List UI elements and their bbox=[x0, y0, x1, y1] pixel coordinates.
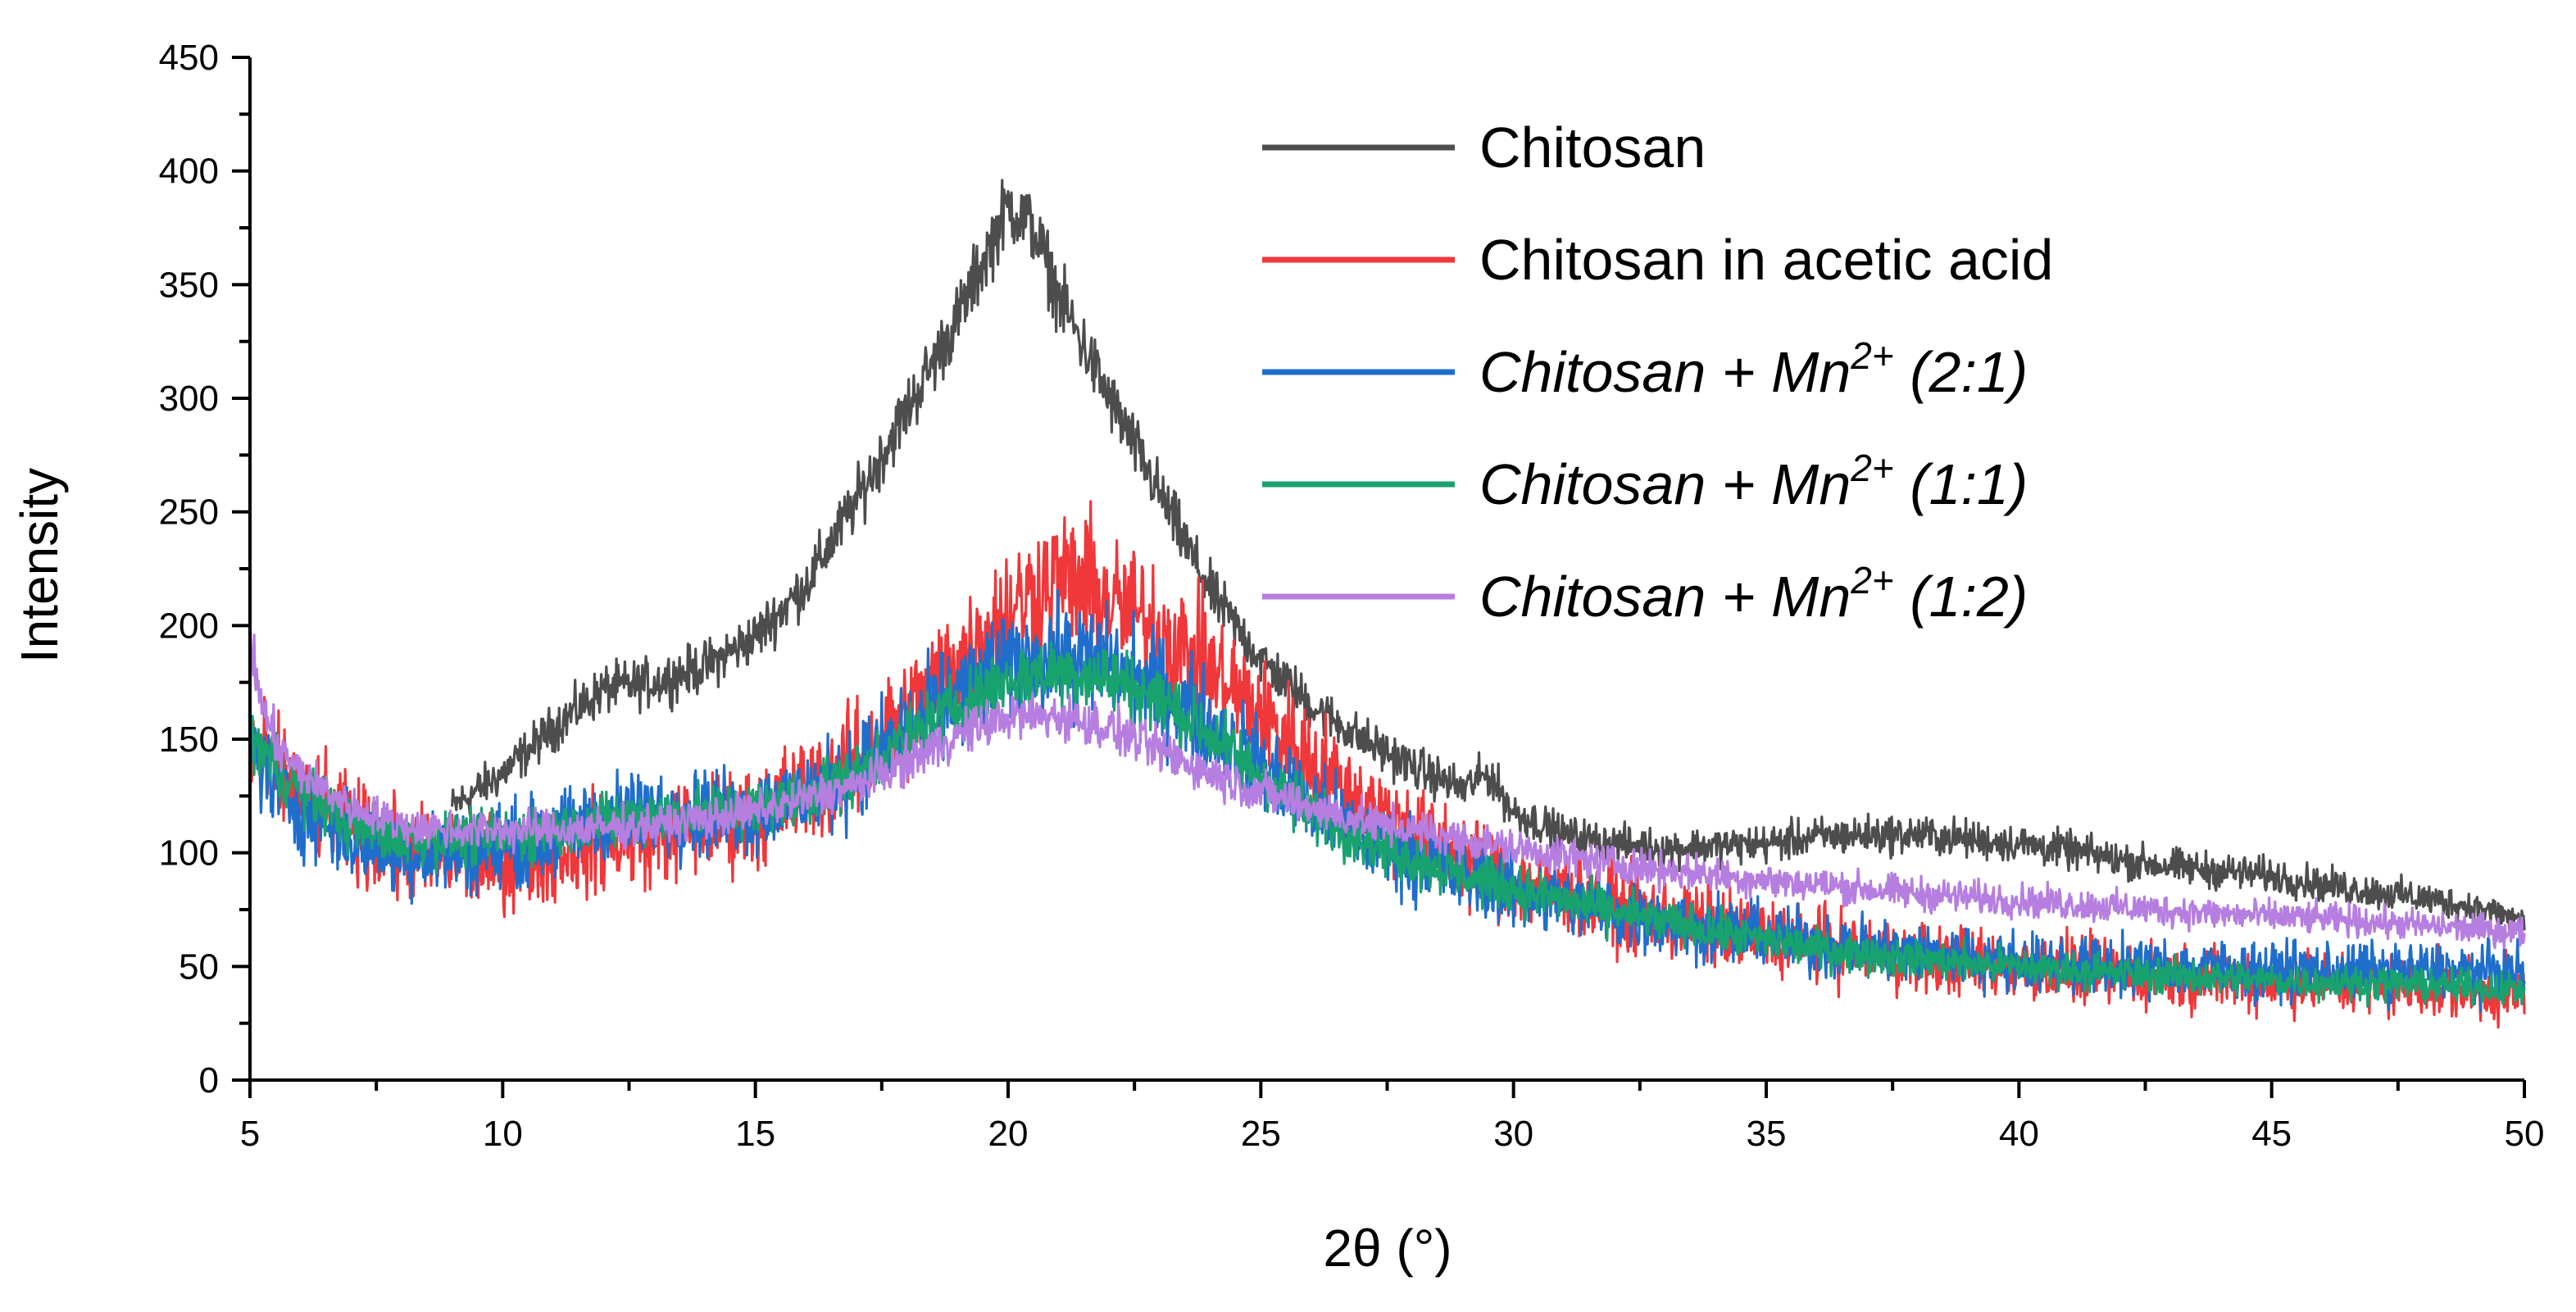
legend-label-tail: (1:1) bbox=[1894, 452, 2028, 516]
y-tick-label: 150 bbox=[159, 720, 219, 760]
tick-labels: 5 10 15 20 25 30 35 40 45 50 0 50 100 150 200 250 300 350… bbox=[159, 38, 2545, 1154]
y-tick-label: 250 bbox=[159, 493, 219, 533]
legend-label-superscript: 2+ bbox=[1850, 447, 1893, 489]
legend-label-main: Chitosan in acetic acid bbox=[1479, 228, 2053, 292]
legend-label-main: Chitosan + Mn bbox=[1479, 452, 1851, 516]
x-tick-label: 50 bbox=[2505, 1114, 2545, 1154]
x-tick-label: 35 bbox=[1747, 1114, 1787, 1154]
legend-label-main: Chitosan + Mn bbox=[1479, 565, 1851, 629]
tick-marks bbox=[232, 56, 2526, 1098]
y-tick-label: 350 bbox=[159, 265, 219, 305]
legend-label-1: Chitosan in acetic acid bbox=[1479, 228, 2053, 292]
axes bbox=[248, 57, 2524, 1082]
y-axis-title: Intensity bbox=[10, 468, 69, 663]
x-tick-label: 40 bbox=[1999, 1114, 2039, 1154]
x-tick-label: 5 bbox=[240, 1114, 260, 1154]
legend-label-4: Chitosan + Mn2+ (1:2) bbox=[1479, 559, 2028, 629]
legend-label-superscript: 2+ bbox=[1850, 334, 1893, 377]
series-line-3 bbox=[248, 641, 2526, 1008]
y-tick-label: 50 bbox=[179, 947, 219, 987]
legend-label-superscript: 2+ bbox=[1850, 559, 1893, 602]
y-tick-label: 0 bbox=[199, 1060, 219, 1101]
y-tick-label: 100 bbox=[159, 833, 219, 874]
y-tick-label: 200 bbox=[159, 606, 219, 646]
x-tick-label: 25 bbox=[1241, 1114, 1281, 1154]
legend-label-main: Chitosan + Mn bbox=[1479, 340, 1851, 404]
series-line-4 bbox=[248, 620, 2526, 950]
y-tick-label: 450 bbox=[159, 38, 219, 78]
series-line-1 bbox=[248, 500, 2526, 1029]
legend-label-tail: (2:1) bbox=[1894, 340, 2028, 404]
x-tick-label: 10 bbox=[483, 1114, 523, 1154]
legend-label-0: Chitosan bbox=[1479, 116, 1706, 179]
legend: Chitosan Chitosan in acetic acid Chitosan … bbox=[1262, 116, 2053, 629]
legend-label-main: Chitosan bbox=[1479, 116, 1706, 179]
x-tick-label: 15 bbox=[735, 1114, 775, 1154]
legend-label-tail: (1:2) bbox=[1894, 565, 2028, 629]
x-axis-title: 2θ (°) bbox=[1323, 1219, 1452, 1278]
legend-label-2: Chitosan + Mn2+ (2:1) bbox=[1479, 334, 2028, 404]
y-tick-label: 400 bbox=[159, 152, 219, 192]
x-tick-label: 30 bbox=[1493, 1114, 1533, 1154]
legend-label-3: Chitosan + Mn2+ (1:1) bbox=[1479, 447, 2028, 516]
series-layer bbox=[248, 179, 2526, 1029]
x-tick-label: 45 bbox=[2251, 1114, 2292, 1154]
y-tick-label: 300 bbox=[159, 379, 219, 419]
x-tick-label: 20 bbox=[988, 1114, 1029, 1154]
series-line-0 bbox=[451, 179, 2526, 931]
